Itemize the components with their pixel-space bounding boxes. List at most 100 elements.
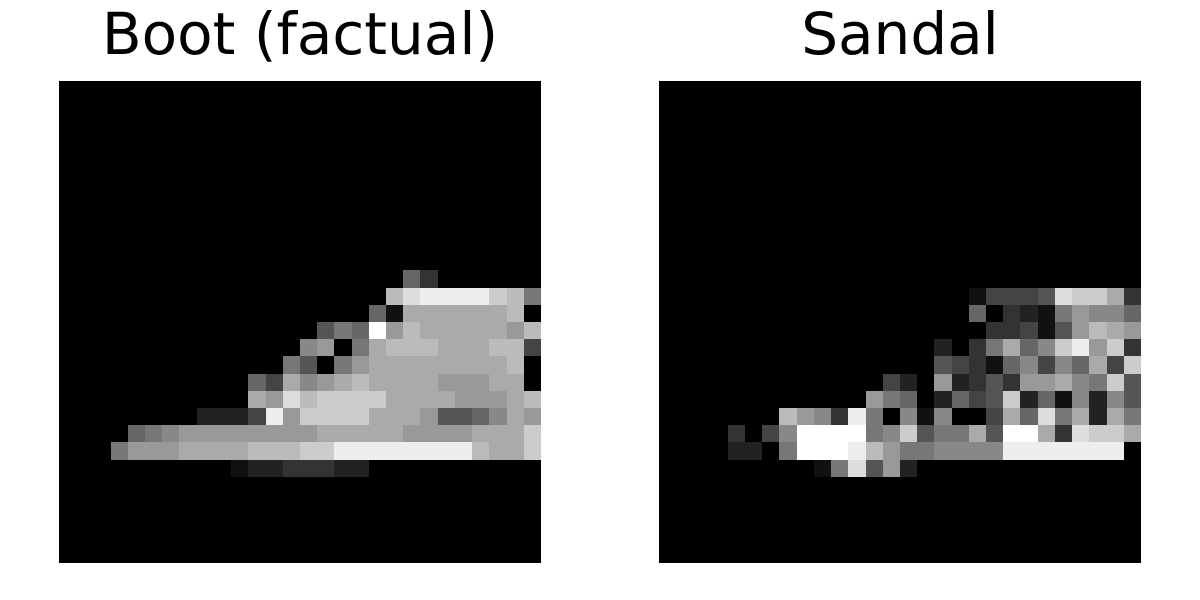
- pixel: [489, 442, 507, 460]
- pixel: [231, 287, 249, 305]
- pixel: [437, 184, 455, 202]
- pixel: [76, 167, 94, 185]
- pixel: [437, 321, 455, 340]
- pixel: [351, 81, 369, 99]
- pixel: [968, 167, 987, 185]
- pixel: [796, 511, 814, 529]
- pixel: [1054, 339, 1073, 357]
- pixel: [796, 98, 814, 116]
- pixel: [710, 184, 728, 202]
- pixel: [299, 425, 318, 443]
- pixel: [59, 149, 77, 168]
- pixel: [317, 235, 335, 254]
- pixel: [437, 132, 455, 150]
- pixel: [848, 442, 866, 460]
- pixel: [727, 528, 746, 546]
- pixel: [1003, 270, 1021, 288]
- pixel: [368, 511, 387, 529]
- pixel: [299, 545, 318, 563]
- pixel: [934, 425, 952, 443]
- pixel: [1020, 287, 1038, 305]
- pixel: [882, 287, 900, 305]
- pixel: [523, 167, 541, 185]
- pixel: [145, 528, 163, 546]
- pixel: [489, 459, 507, 477]
- pixel: [882, 390, 900, 409]
- pixel: [127, 81, 146, 99]
- pixel: [265, 494, 283, 512]
- pixel: [1054, 356, 1073, 374]
- pixel: [196, 321, 214, 340]
- pixel: [179, 81, 197, 99]
- pixel: [179, 218, 197, 236]
- panel-title: Sandal: [801, 0, 999, 68]
- pixel: [282, 81, 300, 99]
- pixel: [76, 425, 94, 443]
- pixel: [93, 511, 111, 529]
- pixel: [779, 81, 797, 99]
- pixel: [110, 494, 128, 512]
- pixel: [779, 321, 797, 340]
- pixel: [59, 511, 77, 529]
- pixel: [659, 511, 677, 529]
- pixel: [1054, 545, 1073, 563]
- pixel: [317, 339, 335, 357]
- pixel: [368, 442, 387, 460]
- pixel: [145, 115, 163, 133]
- pixel: [472, 167, 490, 185]
- pixel: [386, 528, 404, 546]
- pixel: [334, 235, 352, 254]
- pixel: [813, 81, 832, 99]
- pixel: [1106, 218, 1124, 236]
- pixel: [437, 81, 455, 99]
- pixel: [334, 321, 352, 340]
- pixel: [110, 356, 128, 374]
- pixel: [472, 390, 490, 409]
- pixel: [865, 339, 883, 357]
- pixel: [213, 356, 232, 374]
- pixel: [403, 321, 421, 340]
- pixel: [917, 218, 935, 236]
- pixel: [523, 235, 541, 254]
- pixel: [986, 218, 1004, 236]
- pixel: [899, 201, 918, 219]
- pixel: [472, 270, 490, 288]
- pixel: [196, 408, 214, 426]
- pixel: [127, 184, 146, 202]
- pixel: [882, 408, 900, 426]
- pixel: [386, 184, 404, 202]
- pixel: [899, 167, 918, 185]
- pixel: [127, 339, 146, 357]
- pixel: [231, 545, 249, 563]
- pixel: [951, 235, 969, 254]
- pixel: [659, 167, 677, 185]
- pixel: [110, 321, 128, 340]
- pixel: [506, 511, 524, 529]
- pixel: [1089, 270, 1107, 288]
- pixel: [506, 339, 524, 357]
- pixel: [693, 235, 711, 254]
- pixel: [986, 476, 1004, 495]
- pixel: [110, 167, 128, 185]
- pixel: [865, 132, 883, 150]
- pixel: [386, 511, 404, 529]
- pixel: [145, 149, 163, 168]
- pixel: [968, 115, 987, 133]
- pixel: [727, 81, 746, 99]
- pixel: [693, 476, 711, 495]
- pixel: [127, 408, 146, 426]
- pixel: [951, 442, 969, 460]
- pixel: [213, 494, 232, 512]
- pixel: [420, 356, 438, 374]
- pixel: [145, 287, 163, 305]
- pixel: [489, 218, 507, 236]
- pixel: [334, 167, 352, 185]
- pixel: [779, 476, 797, 495]
- pixel: [968, 408, 987, 426]
- pixel: [659, 81, 677, 99]
- pixel: [403, 425, 421, 443]
- pixel: [59, 356, 77, 374]
- pixel: [454, 373, 473, 391]
- pixel: [813, 115, 832, 133]
- pixel: [489, 98, 507, 116]
